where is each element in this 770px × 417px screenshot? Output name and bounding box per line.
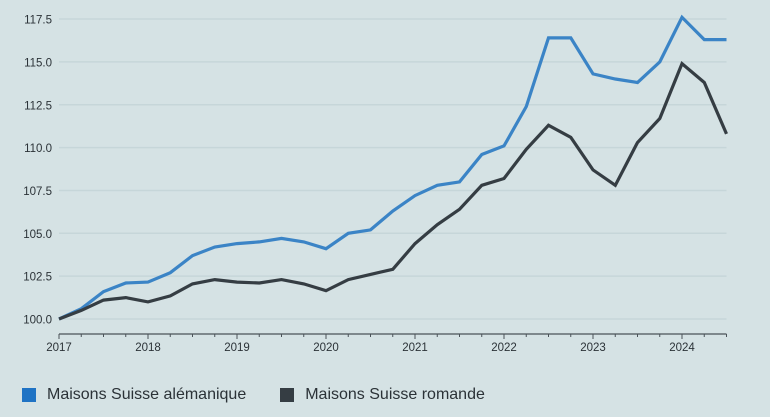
x-tick-label: 2019 bbox=[224, 342, 250, 354]
x-tick-label: 2017 bbox=[46, 342, 72, 354]
y-tick-label: 112.5 bbox=[24, 100, 52, 112]
legend-swatch-romande bbox=[280, 388, 295, 402]
y-tick-label: 107.5 bbox=[23, 186, 52, 198]
series-line-romande bbox=[58, 60, 728, 321]
y-tick-label: 115.0 bbox=[24, 57, 52, 69]
y-tick-label: 102.5 bbox=[23, 272, 52, 284]
x-tick-label: 2018 bbox=[135, 342, 161, 354]
x-tick-label: 2022 bbox=[491, 342, 517, 354]
x-tick-label: 2023 bbox=[580, 342, 606, 354]
y-tick-label: 117.5 bbox=[24, 15, 52, 27]
legend: Maisons Suisse alémanique Maisons Suisse… bbox=[22, 386, 485, 404]
line-chart: 100.0 102.5 105.0 107.5 110.0 112.5 115.0 117.5… bbox=[23, 14, 728, 354]
legend-label-alemanique: Maisons Suisse alémanique bbox=[47, 386, 247, 403]
x-tick-label: 2020 bbox=[313, 342, 339, 354]
y-tick-label: 100.0 bbox=[23, 315, 52, 327]
x-tick-label: 2024 bbox=[669, 342, 695, 354]
legend-label-romande: Maisons Suisse romande bbox=[305, 386, 485, 403]
legend-swatch-alemanique bbox=[22, 388, 36, 402]
x-tick-label: 2021 bbox=[402, 342, 428, 354]
series-line-alemanique bbox=[58, 14, 727, 321]
y-tick-label: 110.0 bbox=[24, 143, 52, 155]
legend-item-alemanique: Maisons Suisse alémanique bbox=[22, 386, 246, 404]
legend-item-romande: Maisons Suisse romande bbox=[280, 386, 485, 404]
y-tick-label: 105.0 bbox=[23, 229, 52, 241]
